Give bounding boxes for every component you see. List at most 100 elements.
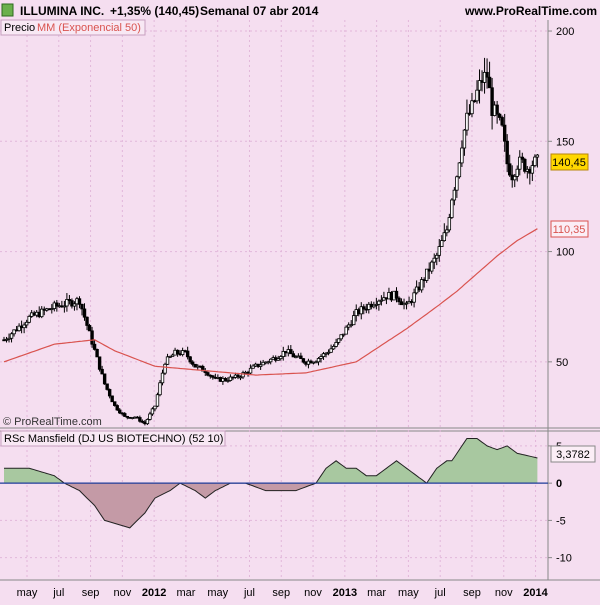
x-tick-label: sep: [463, 587, 481, 599]
legend-ma: MM (Exponencial 50): [37, 22, 141, 34]
candle-body: [535, 154, 540, 158]
candle-body: [435, 254, 439, 259]
candle-body: [487, 76, 492, 89]
candle-body: [319, 356, 323, 359]
candle-body: [497, 113, 502, 118]
candle-body: [211, 375, 215, 378]
candle-body: [248, 367, 253, 374]
candle-body: [377, 300, 381, 305]
candle-body: [65, 299, 69, 307]
candle-body: [12, 329, 16, 335]
x-tick-label: jul: [243, 587, 255, 599]
candle-body: [188, 356, 192, 363]
candle-body: [470, 100, 474, 115]
candle-body: [341, 333, 346, 336]
candle-body: [110, 395, 114, 403]
candle-body: [455, 176, 459, 191]
candle-body: [465, 112, 469, 131]
x-tick-label: 2013: [333, 587, 357, 599]
axes-layer: may jul sep nov 2012 mar may jul sep nov 2013 mar ma…: [17, 26, 575, 599]
ma-badge-box: [550, 220, 589, 238]
x-tick-label: mar: [176, 587, 195, 599]
price-change: +1,35% (140,45): [110, 4, 199, 18]
indicator-badge-box: [550, 445, 596, 463]
ma-line: [3, 228, 538, 376]
candle-body: [92, 343, 97, 350]
candle-body: [336, 338, 341, 343]
candle-body: [160, 372, 165, 384]
candle-body: [437, 246, 441, 256]
candle-body: [321, 353, 326, 357]
candle-body: [115, 405, 119, 411]
candle-body: [4, 338, 9, 341]
candle-body: [22, 324, 26, 329]
candle-body: [228, 376, 233, 381]
candle-body: [404, 302, 409, 305]
price-plot: [2, 57, 540, 426]
chart-date: 07 abr 2014: [253, 4, 319, 18]
candle-body: [440, 240, 444, 247]
candle-body: [236, 374, 240, 378]
indicator-badge-value: 3,3782: [556, 449, 590, 461]
candle-body: [450, 199, 454, 218]
timeframe: Semanal: [200, 4, 249, 18]
candle-body: [495, 104, 499, 115]
candle-body: [24, 321, 29, 326]
candle-body: [77, 298, 82, 305]
candle-body: [95, 348, 99, 358]
candle-body: [266, 361, 270, 364]
candle-body: [457, 162, 462, 178]
candle-body: [107, 389, 112, 397]
candle-body: [462, 129, 467, 149]
candle-body: [329, 348, 333, 353]
candle-body: [226, 380, 230, 382]
ma-badge-value: 110,35: [553, 224, 586, 236]
y-tick-label: 50: [556, 357, 568, 369]
candle-body: [281, 351, 285, 357]
candle-body: [113, 401, 117, 406]
legend-price: Precio: [4, 22, 35, 34]
candle-body: [513, 176, 517, 181]
candle-body: [241, 372, 245, 378]
chart-header: ILLUMINA INC. +1,35% (140,45) Semanal 07…: [1, 3, 597, 18]
candle-body: [372, 304, 376, 308]
candle-body: [289, 349, 293, 355]
y-tick-label: 200: [556, 26, 574, 38]
candle-body: [379, 299, 384, 302]
indicator-area-positive: [4, 438, 538, 484]
candle-body: [424, 268, 429, 281]
candle-body: [67, 299, 72, 302]
candle-body: [258, 364, 263, 367]
candle-body: [118, 409, 122, 414]
candle-body: [502, 124, 507, 142]
site-url[interactable]: www.ProRealTime.com: [464, 4, 597, 18]
candle-body: [153, 405, 157, 410]
candle-body: [17, 325, 21, 332]
candle-body: [238, 376, 243, 379]
candle-body: [85, 316, 89, 326]
candle-body: [349, 324, 353, 327]
candle-body: [206, 372, 210, 376]
candle-body: [82, 308, 87, 318]
candle-body: [90, 330, 94, 345]
candle-body: [362, 306, 366, 310]
candle-body: [352, 315, 356, 326]
candle-body: [185, 350, 190, 358]
candle-body: [40, 308, 44, 318]
candle-body: [268, 358, 273, 363]
candle-body: [530, 165, 535, 174]
candle-body: [419, 279, 424, 291]
candle-body: [490, 87, 494, 116]
indicator-title: RSc Mansfield (DJ US BIOTECHNO) (52 10): [4, 433, 223, 445]
indicator-title-box: [0, 430, 226, 447]
candle-body: [477, 80, 482, 91]
candle-body: [175, 349, 180, 355]
candle-body: [301, 358, 306, 363]
x-tick-label: sep: [272, 587, 290, 599]
candle-body: [299, 355, 303, 360]
price-legend: Precio MM (Exponencial 50): [0, 19, 146, 36]
legend-box: [0, 19, 146, 36]
ticker-name: ILLUMINA INC.: [20, 4, 104, 18]
candle-body: [180, 350, 185, 356]
